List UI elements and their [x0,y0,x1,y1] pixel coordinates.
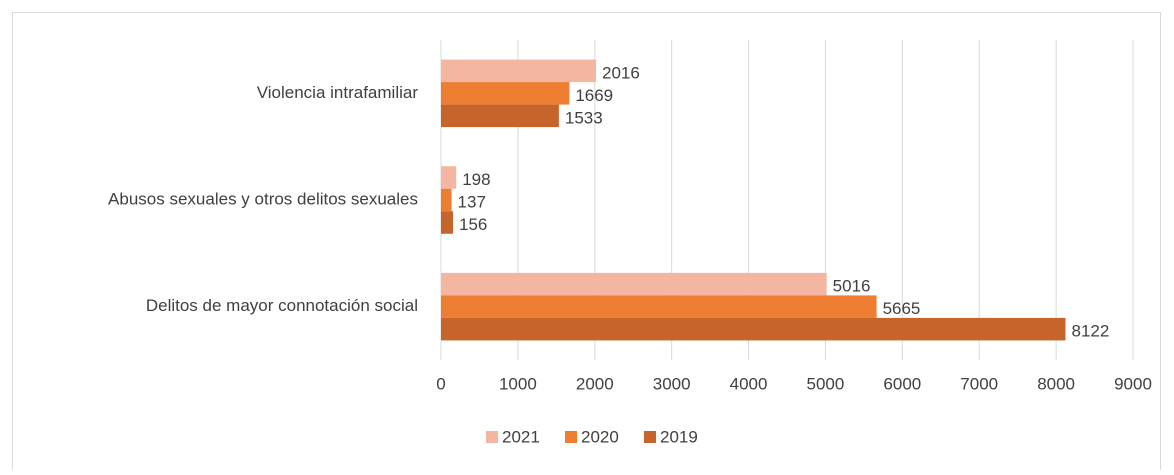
data-label: 2016 [602,63,640,82]
legend-swatch [486,431,498,443]
legend-label: 2021 [502,427,540,446]
data-label: 198 [462,170,490,189]
y-tick-label: Abusos sexuales y otros delitos sexuales [108,189,418,208]
x-tick-label: 7000 [960,374,998,393]
x-tick-label: 6000 [883,374,921,393]
x-tick-label: 1000 [499,374,537,393]
legend-swatch [565,431,577,443]
data-label: 137 [458,192,486,211]
x-tick-label: 4000 [730,374,768,393]
legend-label: 2019 [660,427,698,446]
x-tick-label: 0 [436,374,445,393]
bar [441,317,1066,341]
x-tick-label: 3000 [653,374,691,393]
x-tick-label: 8000 [1037,374,1075,393]
y-tick-label: Violencia intrafamiliar [257,83,419,102]
bar [441,166,457,189]
x-tick-label: 9000 [1114,374,1152,393]
legend-label: 2020 [581,427,619,446]
y-tick-label: Delitos de mayor connotación social [146,296,418,315]
bar [441,82,570,105]
data-label: 5665 [883,299,921,318]
data-label: 1533 [565,108,603,127]
legend-swatch [644,431,656,443]
bar [441,104,559,128]
bar [441,272,827,296]
bar [441,188,452,212]
data-label: 8122 [1071,322,1109,341]
bar [441,59,597,83]
data-label: 5016 [833,277,871,296]
data-label: 1669 [575,86,613,105]
bar [441,211,453,234]
x-tick-label: 5000 [807,374,845,393]
bar [441,295,877,318]
x-tick-label: 2000 [576,374,614,393]
data-label: 156 [459,215,487,234]
